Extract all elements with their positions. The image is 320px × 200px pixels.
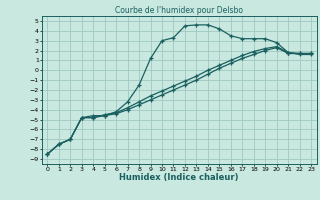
Text: Courbe de l'humidex pour Delsbo: Courbe de l'humidex pour Delsbo [115,6,243,15]
X-axis label: Humidex (Indice chaleur): Humidex (Indice chaleur) [119,173,239,182]
